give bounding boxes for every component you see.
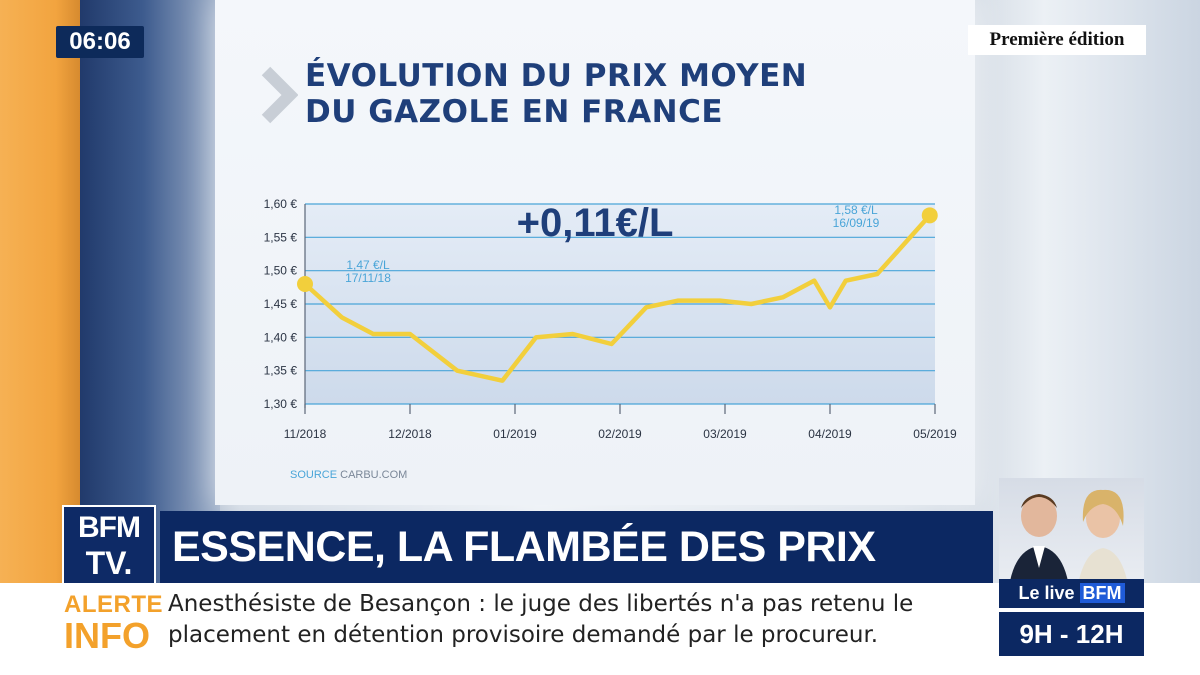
live-brand: BFM (1079, 583, 1125, 603)
headline-banner: ESSENCE, LA FLAMBÉE DES PRIX CONTINUE. (160, 511, 993, 643)
bfmtv-logo-line-1: BFM (78, 511, 141, 544)
y-tick-label: 1,30 € (264, 397, 298, 411)
x-tick-label: 01/2019 (493, 427, 537, 441)
bfmtv-logo-line-2: TV. (85, 545, 133, 581)
x-tick-label: 02/2019 (598, 427, 642, 441)
x-tick-label: 12/2018 (388, 427, 432, 441)
y-tick-label: 1,60 € (264, 197, 298, 211)
x-tick-label: 04/2019 (808, 427, 852, 441)
clock: 06:06 (56, 26, 144, 58)
ticker-text: Anesthésiste de Besançon : le juge des l… (168, 591, 914, 648)
source-value: CARBU.COM (340, 469, 408, 481)
source-note: SOURCE CARBU.COM (290, 469, 407, 481)
chart-title-line-2: DU GAZOLE EN FRANCE (305, 94, 724, 130)
y-tick-label: 1,50 € (264, 264, 298, 278)
x-tick-label: 11/2018 (284, 427, 327, 441)
series-end-point (921, 207, 938, 224)
end-annotation-line-1: 1,58 €/L (834, 203, 878, 217)
source-label: SOURCE (290, 469, 338, 481)
series-start-point (297, 276, 313, 292)
x-tick-label: 03/2019 (703, 427, 747, 441)
start-annotation-line-2: 17/11/18 (345, 271, 391, 285)
program-name: Première édition (968, 25, 1146, 55)
delta-label: +0,11€/L (517, 201, 674, 245)
chart-title-line-1: ÉVOLUTION DU PRIX MOYEN (305, 58, 808, 94)
live-show-badge: Le live BFM (999, 579, 1144, 608)
show-hours: 9H - 12H (999, 612, 1144, 656)
y-tick-label: 1,40 € (264, 330, 298, 344)
start-annotation-line-1: 1,47 €/L (346, 258, 390, 272)
bfmtv-logo: BFM TV. (62, 505, 156, 585)
chart-title: ÉVOLUTION DU PRIX MOYEN DU GAZOLE EN FRA… (305, 58, 807, 130)
series-line (302, 213, 932, 383)
y-tick-label: 1,35 € (264, 364, 298, 378)
live-prefix: Le live (1018, 583, 1075, 603)
y-tick-label: 1,45 € (264, 297, 298, 311)
info-word: INFO (64, 615, 150, 656)
end-annotation-line-2: 16/09/19 (833, 216, 880, 230)
alert-info-label: ALERTE INFO (64, 591, 163, 656)
y-tick-label: 1,55 € (264, 230, 298, 244)
chevron-right-icon (261, 66, 298, 124)
alert-word: ALERTE (64, 591, 163, 618)
x-tick-label: 05/2019 (913, 427, 957, 441)
price-line-chart: 1,60 € 1,55 € 1,50 € 1,45 € 1,40 € 1,35 € 1,30… (264, 197, 957, 441)
